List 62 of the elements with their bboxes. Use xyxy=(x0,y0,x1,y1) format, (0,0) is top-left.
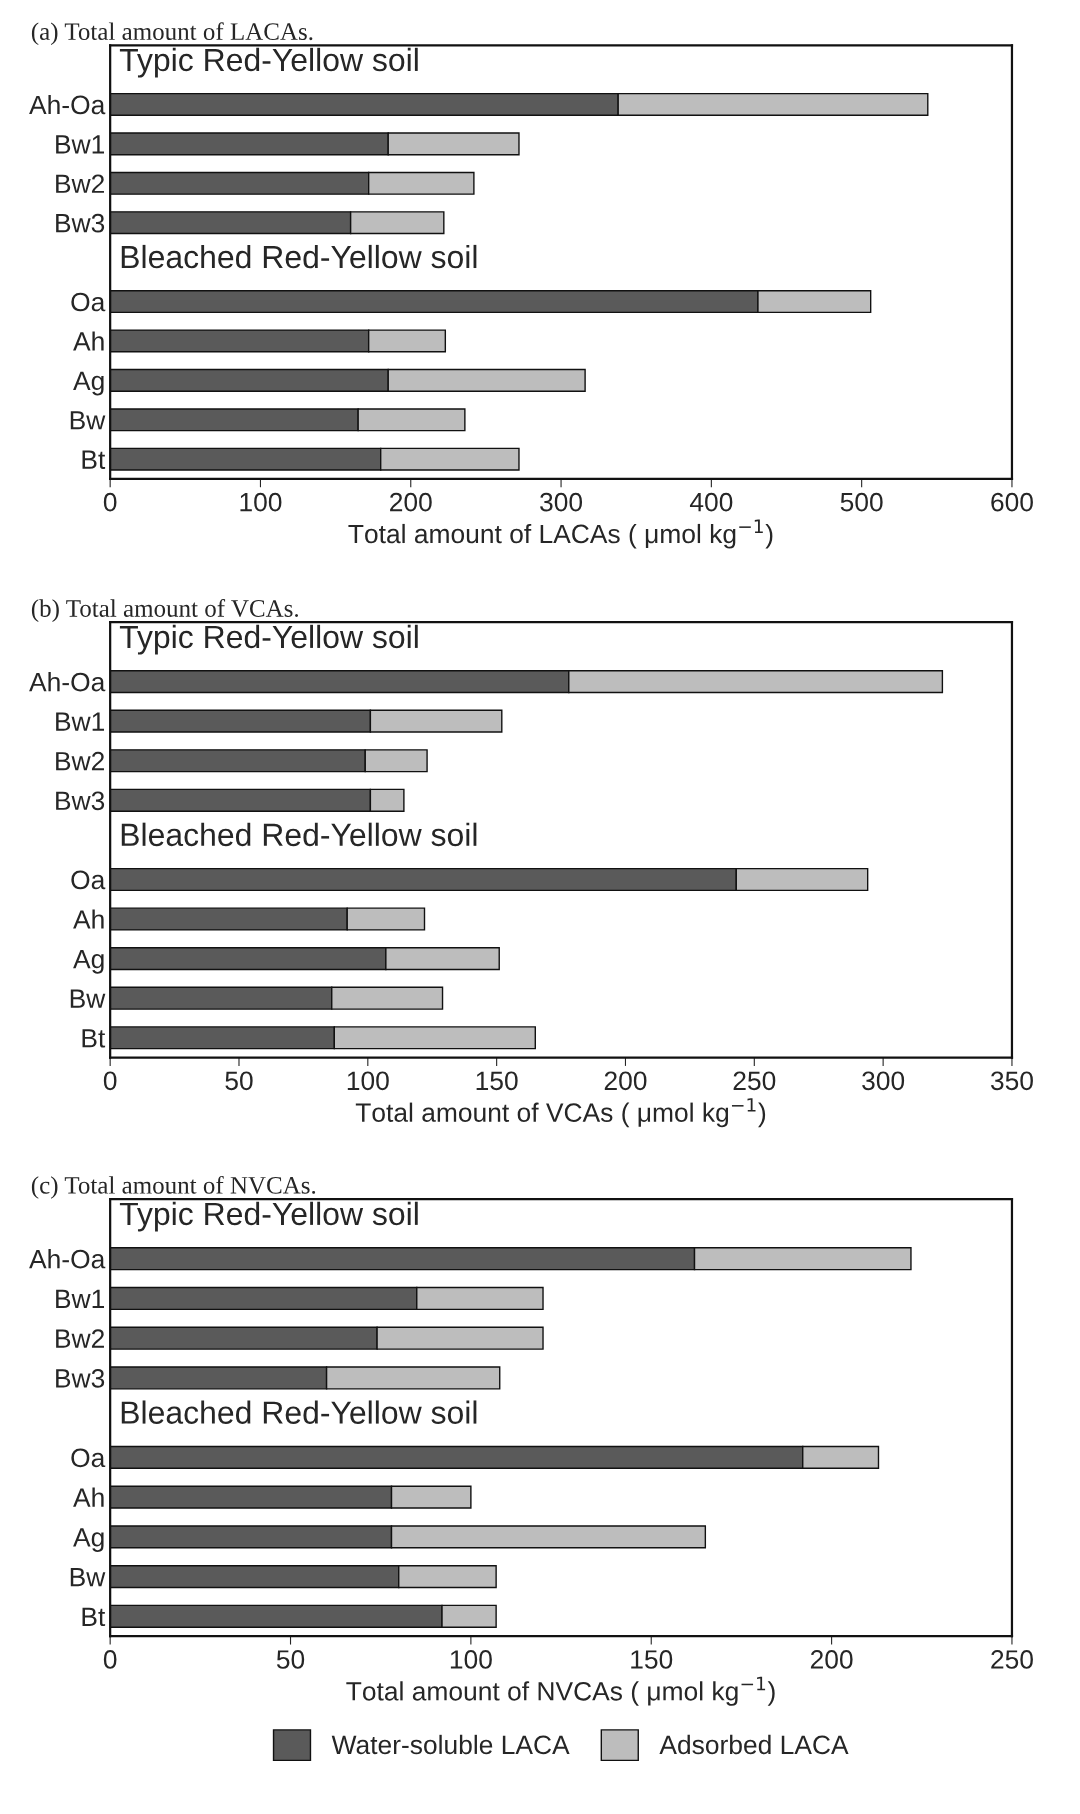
x-tick-label: 150 xyxy=(631,1650,673,1669)
x-tick-label: 200 xyxy=(604,1071,647,1091)
annotation: Typic Red-Yellow soil xyxy=(119,47,418,78)
x-tick-label: 250 xyxy=(733,1071,776,1091)
y-tick-label: Bt xyxy=(82,450,106,469)
x-tick-label: 100 xyxy=(240,492,282,512)
y-tick-label: Ah-Oa xyxy=(29,1249,106,1269)
annotation: Bleached Red-Yellow soil xyxy=(121,822,477,847)
chart-title: (a) Total amount of LACAs. xyxy=(31,22,313,46)
y-tick-label: Ah xyxy=(73,909,104,929)
x-tick-label: 150 xyxy=(476,1071,518,1091)
x-tick-label: 300 xyxy=(540,492,583,512)
x-tick-label: 50 xyxy=(276,1650,305,1669)
y-tick-label: Bw1 xyxy=(56,135,105,154)
y-tick-label: Bw1 xyxy=(56,712,105,731)
x-tick-label: 100 xyxy=(347,1071,389,1091)
y-tick-label: Ah xyxy=(73,331,104,351)
x-tick-label: 0 xyxy=(103,492,117,512)
y-tick-label: Bw2 xyxy=(56,751,104,771)
x-tick-label: 250 xyxy=(991,1650,1033,1669)
annotation: Typic Red-Yellow soil xyxy=(119,624,418,655)
y-tick-label: Bw3 xyxy=(56,213,105,233)
x-tick-label: 0 xyxy=(103,1650,117,1669)
x-axis-title: Total amount of LACAs ( μmol kg$^{−1}$) xyxy=(348,519,773,549)
y-tick-label: Ah-Oa xyxy=(29,94,106,115)
y-tick-label: Oa xyxy=(71,1448,106,1468)
x-tick-label: 500 xyxy=(840,492,883,512)
y-tick-label: Bw xyxy=(70,411,106,430)
x-axis-title: Total amount of VCAs ( μmol kg$^{−1}$) xyxy=(355,1098,766,1128)
x-tick-label: 100 xyxy=(450,1650,492,1669)
chart-title: (b) Total amount of VCAs. xyxy=(31,599,299,622)
y-tick-label: Bw xyxy=(70,989,106,1008)
legend-label: Water-soluble LACA xyxy=(331,1734,570,1755)
x-tick-label: 0 xyxy=(103,1071,117,1091)
y-tick-label: Bw1 xyxy=(56,1289,105,1308)
y-tick-label: Ag xyxy=(73,950,104,974)
legend-label: Adsorbed LACA xyxy=(659,1734,849,1755)
x-tick-label: 600 xyxy=(991,492,1033,512)
y-tick-label: Bw2 xyxy=(56,174,104,193)
x-tick-label: 300 xyxy=(862,1071,905,1091)
x-tick-label: 200 xyxy=(390,492,432,512)
y-tick-label: Bt xyxy=(82,1029,106,1048)
annotation: Bleached Red-Yellow soil xyxy=(121,244,477,269)
y-tick-label: Bw xyxy=(70,1568,106,1587)
x-tick-label: 400 xyxy=(689,492,733,512)
y-tick-label: Ag xyxy=(73,371,104,396)
y-tick-label: Ag xyxy=(73,1528,104,1552)
y-tick-label: Bw3 xyxy=(56,1369,105,1388)
x-tick-label: 50 xyxy=(225,1071,253,1091)
x-tick-label: 350 xyxy=(990,1071,1033,1091)
y-tick-label: Oa xyxy=(71,870,106,890)
y-tick-label: Bw2 xyxy=(56,1329,104,1348)
annotation: Bleached Red-Yellow soil xyxy=(121,1400,477,1424)
y-tick-label: Ah xyxy=(73,1487,104,1507)
annotation: Typic Red-Yellow soil xyxy=(119,1201,418,1232)
x-tick-label: 200 xyxy=(810,1650,853,1669)
y-tick-label: Ah-Oa xyxy=(29,672,106,692)
y-tick-label: Oa xyxy=(71,292,106,312)
chart-title: (c) Total amount of NVCAs. xyxy=(31,1175,316,1199)
y-tick-label: Bt xyxy=(82,1607,106,1627)
y-tick-label: Bw3 xyxy=(56,791,105,811)
x-axis-title: Total amount of NVCAs ( μmol kg$^{−1}$) xyxy=(346,1676,775,1706)
